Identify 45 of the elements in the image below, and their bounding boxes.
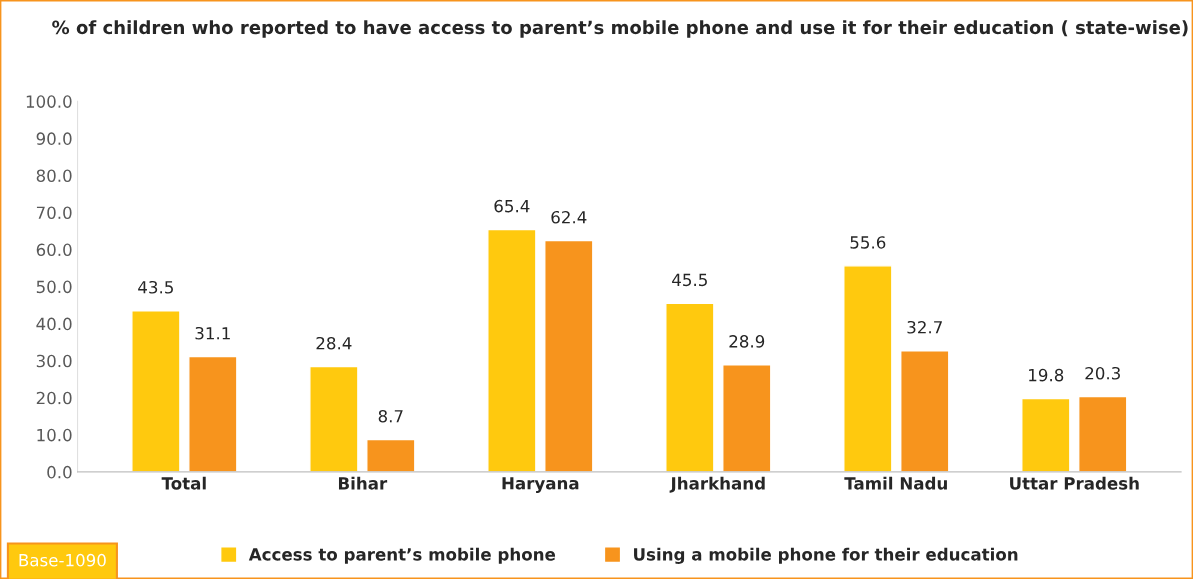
data-label: 32.7 (907, 320, 942, 334)
y-tick-label: 30.0 (36, 354, 72, 368)
y-tick-label: 50.0 (36, 280, 72, 294)
chart-title: % of children who reported to have access to parent’s mobile phone and use it for their education ( state-wise) (52, 20, 1188, 38)
data-label: 8.7 (378, 409, 403, 423)
y-tick-label: 80.0 (36, 169, 72, 183)
x-tick-label: Jharkhand (669, 476, 765, 493)
y-tick-label: 10.0 (37, 428, 72, 442)
y-tick-label: 60.0 (36, 243, 72, 257)
bar (188, 355, 238, 472)
bar (722, 364, 772, 472)
data-label: 31.1 (195, 326, 230, 340)
y-tick-label: 40.0 (36, 317, 72, 331)
data-label: 45.5 (672, 273, 707, 287)
bar (843, 265, 893, 472)
bar (665, 302, 715, 472)
y-tick-label: 90.0 (36, 132, 72, 145)
legend-label: Using a mobile phone for their education (634, 547, 1018, 564)
x-tick-label: Haryana (502, 477, 579, 493)
data-label: 20.3 (1085, 366, 1120, 380)
x-tick-label: Uttar Pradesh (1010, 476, 1139, 490)
y-tick-label: 20.0 (36, 391, 72, 405)
data-label: 19.8 (1029, 368, 1064, 382)
data-label: 65.4 (494, 199, 530, 213)
y-tick-label: 0.0 (47, 465, 72, 479)
x-tick-label: Total (161, 476, 206, 490)
bar (487, 228, 537, 472)
bar (309, 365, 359, 472)
x-tick-label: Bihar (338, 476, 388, 490)
data-label: 43.5 (138, 280, 173, 294)
y-tick-label: 100.0 (26, 95, 72, 108)
bar (900, 350, 950, 472)
legend-label: Access to parent’s mobile phone (248, 547, 556, 564)
data-label: 62.4 (551, 210, 587, 224)
bar (544, 239, 594, 472)
text: Base-1090 (19, 553, 106, 567)
data-label: 28.9 (729, 335, 765, 348)
y-tick-label: 70.0 (36, 206, 72, 220)
bar (131, 309, 181, 472)
bar (1078, 395, 1128, 472)
x-tick-label: Tamil Nadu (844, 476, 947, 490)
bar (1021, 397, 1071, 472)
data-label: 55.6 (850, 236, 886, 249)
bar (366, 438, 416, 472)
data-label: 28.4 (316, 336, 352, 350)
